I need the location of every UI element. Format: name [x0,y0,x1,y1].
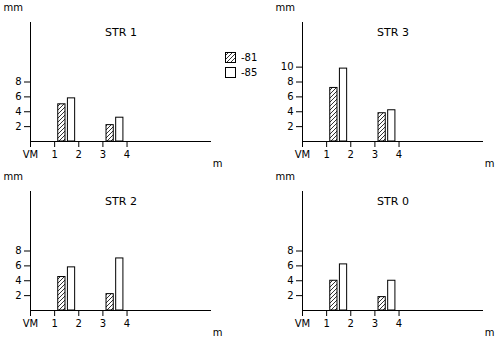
svg-text:2: 2 [76,318,82,329]
svg-text:4: 4 [15,275,21,286]
svg-text:STR 1: STR 1 [105,26,137,39]
svg-text:mm: mm [276,171,295,182]
svg-text:2: 2 [287,121,293,132]
svg-text:3: 3 [372,318,378,329]
svg-text:STR 2: STR 2 [105,195,137,208]
svg-text:8: 8 [15,245,21,256]
svg-text:m: m [213,327,223,338]
svg-text:2: 2 [348,149,354,160]
svg-text:6: 6 [287,260,293,271]
svg-text:m: m [213,158,223,169]
svg-text:4: 4 [396,149,402,160]
svg-text:3: 3 [100,149,106,160]
svg-text:4: 4 [15,106,21,117]
svg-text:2: 2 [76,149,82,160]
svg-text:8: 8 [287,245,293,256]
svg-text:2: 2 [15,290,21,301]
svg-text:VM: VM [23,149,38,160]
svg-text:m: m [485,327,495,338]
svg-text:4: 4 [287,106,293,117]
svg-text:1: 1 [51,149,57,160]
svg-text:VM: VM [23,318,38,329]
svg-text:2: 2 [15,121,21,132]
svg-text:6: 6 [15,91,21,102]
svg-text:4: 4 [287,275,293,286]
svg-text:1: 1 [323,318,329,329]
html-text:-85: -85 [241,67,258,78]
svg-text:10: 10 [281,61,294,72]
svg-text:3: 3 [100,318,106,329]
svg-text:4: 4 [124,318,130,329]
html-text:-81: -81 [241,52,258,63]
svg-text:mm: mm [276,2,295,13]
svg-text:mm: mm [4,2,23,13]
svg-text:6: 6 [287,91,293,102]
svg-text:6: 6 [15,260,21,271]
svg-text:3: 3 [372,149,378,160]
svg-text:1: 1 [51,318,57,329]
svg-text:2: 2 [287,290,293,301]
svg-text:4: 4 [396,318,402,329]
svg-text:m: m [485,158,495,169]
svg-text:STR 3: STR 3 [377,26,409,39]
svg-text:mm: mm [4,171,23,182]
svg-text:8: 8 [287,76,293,87]
svg-text:8: 8 [15,76,21,87]
svg-text:2: 2 [348,318,354,329]
svg-text:VM: VM [295,149,310,160]
svg-text:4: 4 [124,149,130,160]
svg-text:1: 1 [323,149,329,160]
svg-text:VM: VM [295,318,310,329]
svg-text:STR 0: STR 0 [377,195,409,208]
